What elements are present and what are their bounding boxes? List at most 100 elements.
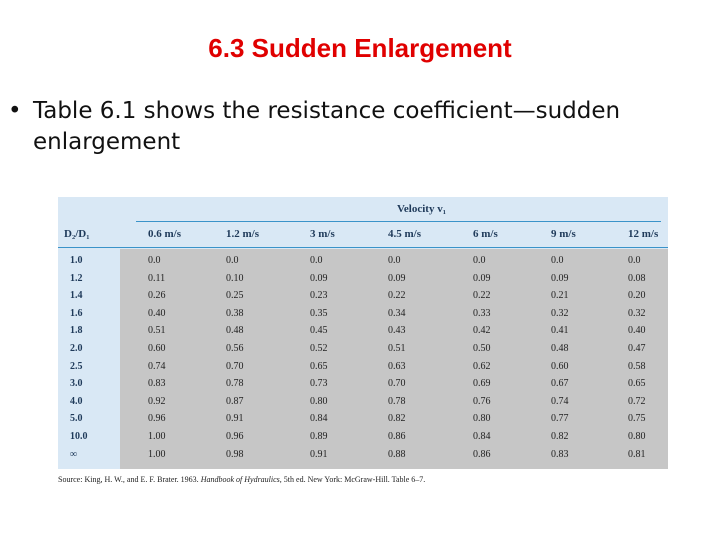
coefficient-cell: 0.78 xyxy=(226,378,244,390)
source-prefix: Source: King, H. W., and E. F. Brater. 1… xyxy=(58,475,201,484)
coefficient-cell: 0.73 xyxy=(310,378,328,390)
coefficient-cell: 0.52 xyxy=(310,343,328,354)
diameter-ratio-cell: 1.2 xyxy=(70,272,83,284)
coefficient-cell: 0.80 xyxy=(310,395,328,407)
header-rule xyxy=(58,247,668,248)
coefficient-cell: 0.11 xyxy=(148,272,166,284)
coefficient-cell: 0.10 xyxy=(226,272,244,284)
coefficient-cell: 0.67 xyxy=(551,378,569,390)
diameter-ratio-cell: ∞ xyxy=(70,448,78,460)
coefficient-cell: 0.69 xyxy=(473,378,491,390)
velocity-group-header: Velocity v₁ xyxy=(396,203,447,215)
table-row: 1.0 0.0 0.0 0.0 0.0 0.0 0.0 0.0 xyxy=(58,255,668,271)
coefficient-cell: 0.89 xyxy=(310,431,328,442)
coefficient-cell: 0.43 xyxy=(388,325,406,337)
source-suffix: , 5th ed. New York: McGraw-Hill. Table 6… xyxy=(279,475,426,484)
coefficient-cell: 0.80 xyxy=(473,413,491,425)
coefficient-cell: 0.60 xyxy=(148,343,166,354)
table-source-note: Source: King, H. W., and E. F. Brater. 1… xyxy=(58,475,425,484)
coefficient-cell: 0.45 xyxy=(310,325,328,337)
velocity-column-header: 6 m/s xyxy=(473,228,498,240)
coefficient-cell: 0.96 xyxy=(148,413,166,425)
coefficient-cell: 0.58 xyxy=(628,360,646,372)
coefficient-cell: 1.00 xyxy=(148,448,166,460)
coefficient-cell: 0.91 xyxy=(226,413,244,425)
coefficient-cell: 0.84 xyxy=(310,413,328,425)
coefficient-cell: 0.86 xyxy=(473,448,491,460)
coefficient-cell: 0.42 xyxy=(473,325,491,337)
coefficient-cell: 0.35 xyxy=(310,307,328,319)
coefficient-cell: 0.0 xyxy=(551,255,564,266)
coefficient-cell: 0.86 xyxy=(388,431,406,442)
coefficient-cell: 0.40 xyxy=(628,325,646,337)
source-book-title: Handbook of Hydraulics xyxy=(200,475,280,484)
slide-title: 6.3 Sudden Enlargement xyxy=(208,33,512,63)
table-row: 2.5 0.74 0.70 0.65 0.63 0.62 0.60 0.58 xyxy=(58,361,668,377)
ratio-column-header: D₂/D₁ xyxy=(64,228,90,240)
coefficient-cell: 0.72 xyxy=(628,395,646,407)
coefficient-cell: 0.25 xyxy=(226,290,244,302)
coefficient-cell: 0.38 xyxy=(226,307,244,319)
table-row: 1.8 0.51 0.48 0.45 0.43 0.42 0.41 0.40 xyxy=(58,325,668,341)
coefficient-cell: 0.70 xyxy=(388,378,406,390)
coefficient-cell: 0.70 xyxy=(226,360,244,372)
coefficient-cell: 1.00 xyxy=(148,431,166,442)
coefficient-cell: 0.34 xyxy=(388,307,406,319)
diameter-ratio-cell: 4.0 xyxy=(70,395,83,407)
velocity-column-header: 3 m/s xyxy=(310,228,335,240)
coefficient-cell: 0.40 xyxy=(148,307,166,319)
velocity-column-header: 1.2 m/s xyxy=(226,228,259,240)
table-body-shading xyxy=(120,249,668,469)
velocity-column-header: 9 m/s xyxy=(551,228,576,240)
coefficient-cell: 0.48 xyxy=(551,343,569,354)
coefficient-cell: 0.75 xyxy=(628,413,646,425)
coefficient-cell: 0.96 xyxy=(226,431,244,442)
coefficient-cell: 0.91 xyxy=(310,448,328,460)
table-row: 1.2 0.11 0.10 0.09 0.09 0.09 0.09 0.08 xyxy=(58,273,668,289)
coefficient-cell: 0.74 xyxy=(148,360,166,372)
coefficient-cell: 0.48 xyxy=(226,325,244,337)
diameter-ratio-cell: 5.0 xyxy=(70,413,83,425)
coefficient-cell: 0.0 xyxy=(628,255,641,266)
coefficient-cell: 0.08 xyxy=(628,272,646,284)
coefficient-cell: 0.78 xyxy=(388,395,406,407)
coefficient-cell: 0.41 xyxy=(551,325,569,337)
coefficient-cell: 0.92 xyxy=(148,395,166,407)
diameter-ratio-cell: 10.0 xyxy=(70,431,88,442)
table-header-row: D₂/D₁ 0.6 m/s 1.2 m/s 3 m/s 4.5 m/s 6 m/s 9 m… xyxy=(58,228,668,244)
coefficient-cell: 0.51 xyxy=(388,343,406,354)
coefficient-cell: 0.80 xyxy=(628,431,646,442)
coefficient-cell: 0.87 xyxy=(226,395,244,407)
coefficient-cell: 0.20 xyxy=(628,290,646,302)
diameter-ratio-cell: 1.0 xyxy=(70,255,83,266)
coefficient-cell: 0.77 xyxy=(551,413,569,425)
coefficient-cell: 0.0 xyxy=(148,255,161,266)
coefficient-cell: 0.60 xyxy=(551,360,569,372)
coefficient-cell: 0.0 xyxy=(226,255,239,266)
coefficient-cell: 0.33 xyxy=(473,307,491,319)
coefficient-cell: 0.84 xyxy=(473,431,491,442)
velocity-column-header: 12 m/s xyxy=(628,228,659,240)
coefficient-cell: 0.09 xyxy=(388,272,406,284)
coefficient-cell: 0.56 xyxy=(226,343,244,354)
table-row: 1.6 0.40 0.38 0.35 0.34 0.33 0.32 0.32 xyxy=(58,308,668,324)
coefficient-cell: 0.21 xyxy=(551,290,569,302)
coefficient-cell: 0.82 xyxy=(388,413,406,425)
table-row: 4.0 0.92 0.87 0.80 0.78 0.76 0.74 0.72 xyxy=(58,396,668,412)
bullet-text: Table 6.1 shows the resistance coefficie… xyxy=(33,98,621,155)
diameter-ratio-cell: 2.5 xyxy=(70,360,83,372)
coefficient-cell: 0.0 xyxy=(310,255,323,266)
coefficient-cell: 0.76 xyxy=(473,395,491,407)
table-row: 2.0 0.60 0.56 0.52 0.51 0.50 0.48 0.47 xyxy=(58,343,668,359)
diameter-ratio-cell: 3.0 xyxy=(70,378,83,390)
coefficient-cell: 0.88 xyxy=(388,448,406,460)
bullet-icon: • xyxy=(8,98,22,124)
table-row: 10.0 1.00 0.96 0.89 0.86 0.84 0.82 0.80 xyxy=(58,431,668,447)
coefficient-cell: 0.22 xyxy=(388,290,406,302)
coefficient-cell: 0.09 xyxy=(310,272,328,284)
coefficient-cell: 0.0 xyxy=(473,255,486,266)
coefficient-cell: 0.50 xyxy=(473,343,491,354)
coefficient-cell: 0.82 xyxy=(551,431,569,442)
coefficient-cell: 0.65 xyxy=(628,378,646,390)
diameter-ratio-cell: 1.4 xyxy=(70,290,83,302)
